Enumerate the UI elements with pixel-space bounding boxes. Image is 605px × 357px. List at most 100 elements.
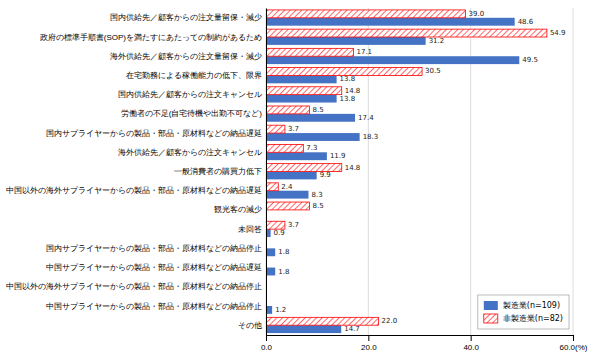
bar xyxy=(266,106,309,114)
tick: 中国以外の海外サプライヤーからの製品・部品・原材料などの納品遅延 xyxy=(6,186,266,195)
tick-label: 国内サプライヤーからの製品・部品・原材料などの納品遅延 xyxy=(46,129,262,138)
bar xyxy=(266,317,379,325)
tick: 政府の標準手順書(SOP)を満たすにあたっての制約があるため xyxy=(40,33,266,42)
data-label: 8.3 xyxy=(311,191,322,199)
bar xyxy=(266,248,275,256)
data-label: 14.8 xyxy=(345,164,361,172)
tick: 一般消費者の購買力低下 xyxy=(174,167,266,176)
tick-label: 在宅勤務による稼働能力の低下、限界 xyxy=(126,71,262,80)
data-label: 1.8 xyxy=(278,248,289,256)
data-label: 1.2 xyxy=(275,306,286,314)
bar xyxy=(266,144,303,152)
grid xyxy=(266,8,573,335)
bars xyxy=(266,10,547,333)
tick: 国内サプライヤーからの製品・部品・原材料などの納品停止 xyxy=(46,244,266,253)
data-label: 22.0 xyxy=(382,317,398,325)
legend-label: 製造業(n=109) xyxy=(503,301,560,310)
bar xyxy=(266,29,547,37)
legend-item: 製造業(n=109) xyxy=(484,301,560,310)
bar xyxy=(266,95,337,103)
data-label: 8.5 xyxy=(312,202,323,210)
data-label: 14.8 xyxy=(345,87,361,95)
bar xyxy=(266,125,285,133)
legend-swatch xyxy=(484,314,498,323)
tick-label: その他 xyxy=(238,321,262,330)
data-label: 39.0 xyxy=(469,10,485,18)
tick: 国内サプライヤーからの製品・部品・原材料などの納品遅延 xyxy=(46,129,266,138)
data-label: 0.9 xyxy=(274,229,285,237)
data-label: 17.4 xyxy=(358,114,374,122)
bar xyxy=(266,133,360,141)
data-label: 31.2 xyxy=(429,37,445,45)
tick: 在宅勤務による稼働能力の低下、限界 xyxy=(126,71,266,80)
tick-label: 海外供給先／顧客からの注文量留保・減少 xyxy=(110,52,262,61)
tick-label: 観光客の減少 xyxy=(214,205,262,214)
bar xyxy=(266,152,327,160)
data-label: 9.9 xyxy=(320,171,331,179)
bar xyxy=(266,56,519,64)
y-axis: 国内供給先／顧客からの注文量留保・減少政府の標準手順書(SOP)を満たすにあたっ… xyxy=(6,9,267,336)
bar xyxy=(266,68,422,76)
tick: 海外供給先／顧客からの注文量留保・減少 xyxy=(110,52,266,61)
bar xyxy=(266,37,426,45)
data-label: 1.8 xyxy=(278,268,289,276)
chart: 48.631.249.513.813.817.418.311.99.98.30.… xyxy=(0,0,605,357)
data-label: 11.9 xyxy=(330,152,346,160)
tick: 中国サプライヤーからの製品・部品・原材料などの納品遅延 xyxy=(46,263,266,272)
data-label: 48.6 xyxy=(518,18,534,26)
tick: 0.0 xyxy=(261,335,273,352)
tick: 60.0(%) xyxy=(559,335,587,352)
legend-swatch xyxy=(484,301,498,310)
tick-label: 0.0 xyxy=(261,343,273,352)
tick-label: 国内供給先／顧客からの注文キャンセル xyxy=(118,90,262,99)
tick: 国内供給先／顧客からの注文量留保・減少 xyxy=(110,13,266,22)
tick-label: 中国以外の海外サプライヤーからの製品・部品・原材料などの納品停止 xyxy=(6,282,262,291)
tick: 未回答 xyxy=(238,225,266,234)
data-label: 13.8 xyxy=(340,95,356,103)
data-label: 18.3 xyxy=(363,133,379,141)
axis-line xyxy=(267,336,574,342)
bar xyxy=(266,325,341,333)
x-axis: 0.0 20.0 40.0 60.0(%) xyxy=(261,335,588,352)
tick-label: 中国サプライヤーからの製品・部品・原材料などの納品停止 xyxy=(46,302,262,311)
tick-label: 国内供給先／顧客からの注文量留保・減少 xyxy=(110,13,262,22)
tick: 海外供給先／顧客からの注文キャンセル xyxy=(118,148,266,157)
tick-label: 20.0 xyxy=(361,343,377,352)
bar xyxy=(266,87,342,95)
tick-label: 国内サプライヤーからの製品・部品・原材料などの納品停止 xyxy=(46,244,262,253)
tick: 40.0 xyxy=(463,335,479,352)
bar xyxy=(266,164,342,172)
tick-mark xyxy=(368,335,369,341)
legend-box xyxy=(478,295,569,329)
tick: 20.0 xyxy=(361,335,377,352)
bar xyxy=(266,268,275,276)
tick: 国内供給先／顧客からの注文キャンセル xyxy=(118,90,266,99)
tick: その他 xyxy=(238,321,266,330)
tick-mark xyxy=(471,335,472,341)
bar xyxy=(266,172,317,180)
data-labels: 48.631.249.513.813.817.418.311.99.98.30.… xyxy=(274,10,566,333)
bar xyxy=(266,114,355,122)
bar xyxy=(266,75,337,83)
bar xyxy=(266,191,308,199)
tick: 中国サプライヤーからの製品・部品・原材料などの納品停止 xyxy=(46,302,266,311)
tick-label: 海外供給先／顧客からの注文キャンセル xyxy=(118,148,262,157)
data-label: 13.8 xyxy=(340,75,356,83)
tick-label: 中国以外の海外サプライヤーからの製品・部品・原材料などの納品遅延 xyxy=(6,186,262,195)
tick-label: 政府の標準手順書(SOP)を満たすにあたっての制約があるため xyxy=(40,33,262,42)
tick-label: 中国サプライヤーからの製品・部品・原材料などの納品遅延 xyxy=(46,263,262,272)
tick-label: 60.0(%) xyxy=(559,343,587,352)
data-label: 17.1 xyxy=(356,48,372,56)
tick: 労働者の不足(自宅待機や出勤不可など) xyxy=(121,109,266,118)
data-label: 54.9 xyxy=(550,29,566,37)
tick-label: 未回答 xyxy=(238,225,262,234)
axis-line xyxy=(266,9,267,336)
data-label: 7.3 xyxy=(306,144,317,152)
data-label: 14.7 xyxy=(344,325,360,333)
bar xyxy=(266,221,285,229)
bar xyxy=(266,183,278,191)
legend: 製造業(n=109)非製造業(n=82) xyxy=(478,295,569,329)
tick-label: 労働者の不足(自宅待機や出勤不可など) xyxy=(121,109,263,118)
data-label: 3.7 xyxy=(288,125,299,133)
grid-line xyxy=(573,8,574,335)
